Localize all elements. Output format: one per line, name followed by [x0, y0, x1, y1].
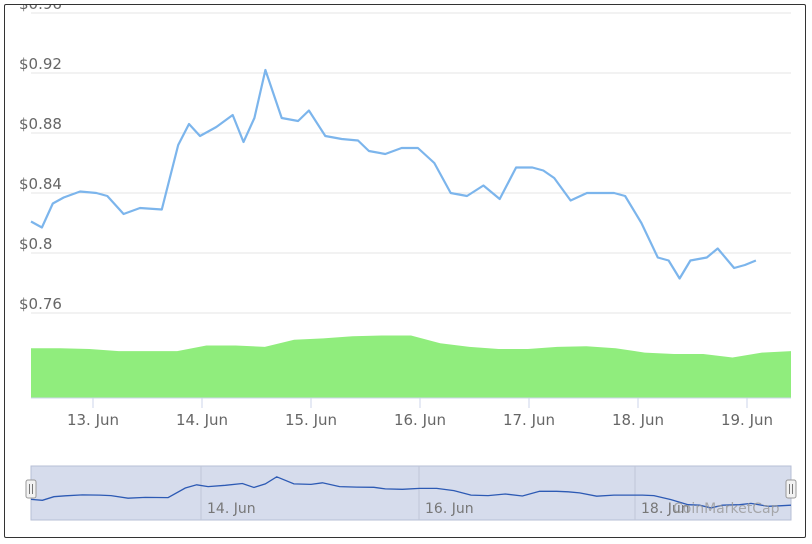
y-tick-label: $0.8	[19, 235, 52, 253]
x-tick-label: 13. Jun	[67, 411, 119, 429]
volume-area	[31, 335, 791, 398]
navigator-handle-left[interactable]	[25, 479, 37, 499]
navigator-tick-label: 18. Jun	[641, 501, 690, 517]
x-tick-label: 17. Jun	[503, 411, 555, 429]
x-tick-label: 15. Jun	[285, 411, 337, 429]
y-tick-label: $0.76	[19, 295, 62, 313]
x-tick-label: 16. Jun	[394, 411, 446, 429]
y-tick-label: $0.92	[19, 55, 62, 73]
x-tick-label: 14. Jun	[176, 411, 228, 429]
x-tick-label: 18. Jun	[612, 411, 664, 429]
y-tick-label: $0.96	[19, 5, 62, 13]
x-tick-label: 19. Jun	[721, 411, 773, 429]
navigator-line	[30, 476, 792, 509]
chart-frame: $0.96 $0.92 $0.88 $0.84 $0.8 $0.76 13. Jun 14. …	[4, 4, 806, 538]
y-tick-label: $0.84	[19, 175, 62, 193]
watermark: CoinMarketCap	[673, 501, 780, 517]
navigator-tick-label: 14. Jun	[207, 501, 256, 517]
price-chart: $0.96 $0.92 $0.88 $0.84 $0.8 $0.76 13. Jun 14. …	[19, 5, 797, 521]
y-tick-label: $0.88	[19, 115, 62, 133]
price-line	[30, 68, 757, 280]
navigator-tick-label: 16. Jun	[425, 501, 474, 517]
navigator-handle-right[interactable]	[785, 479, 797, 499]
